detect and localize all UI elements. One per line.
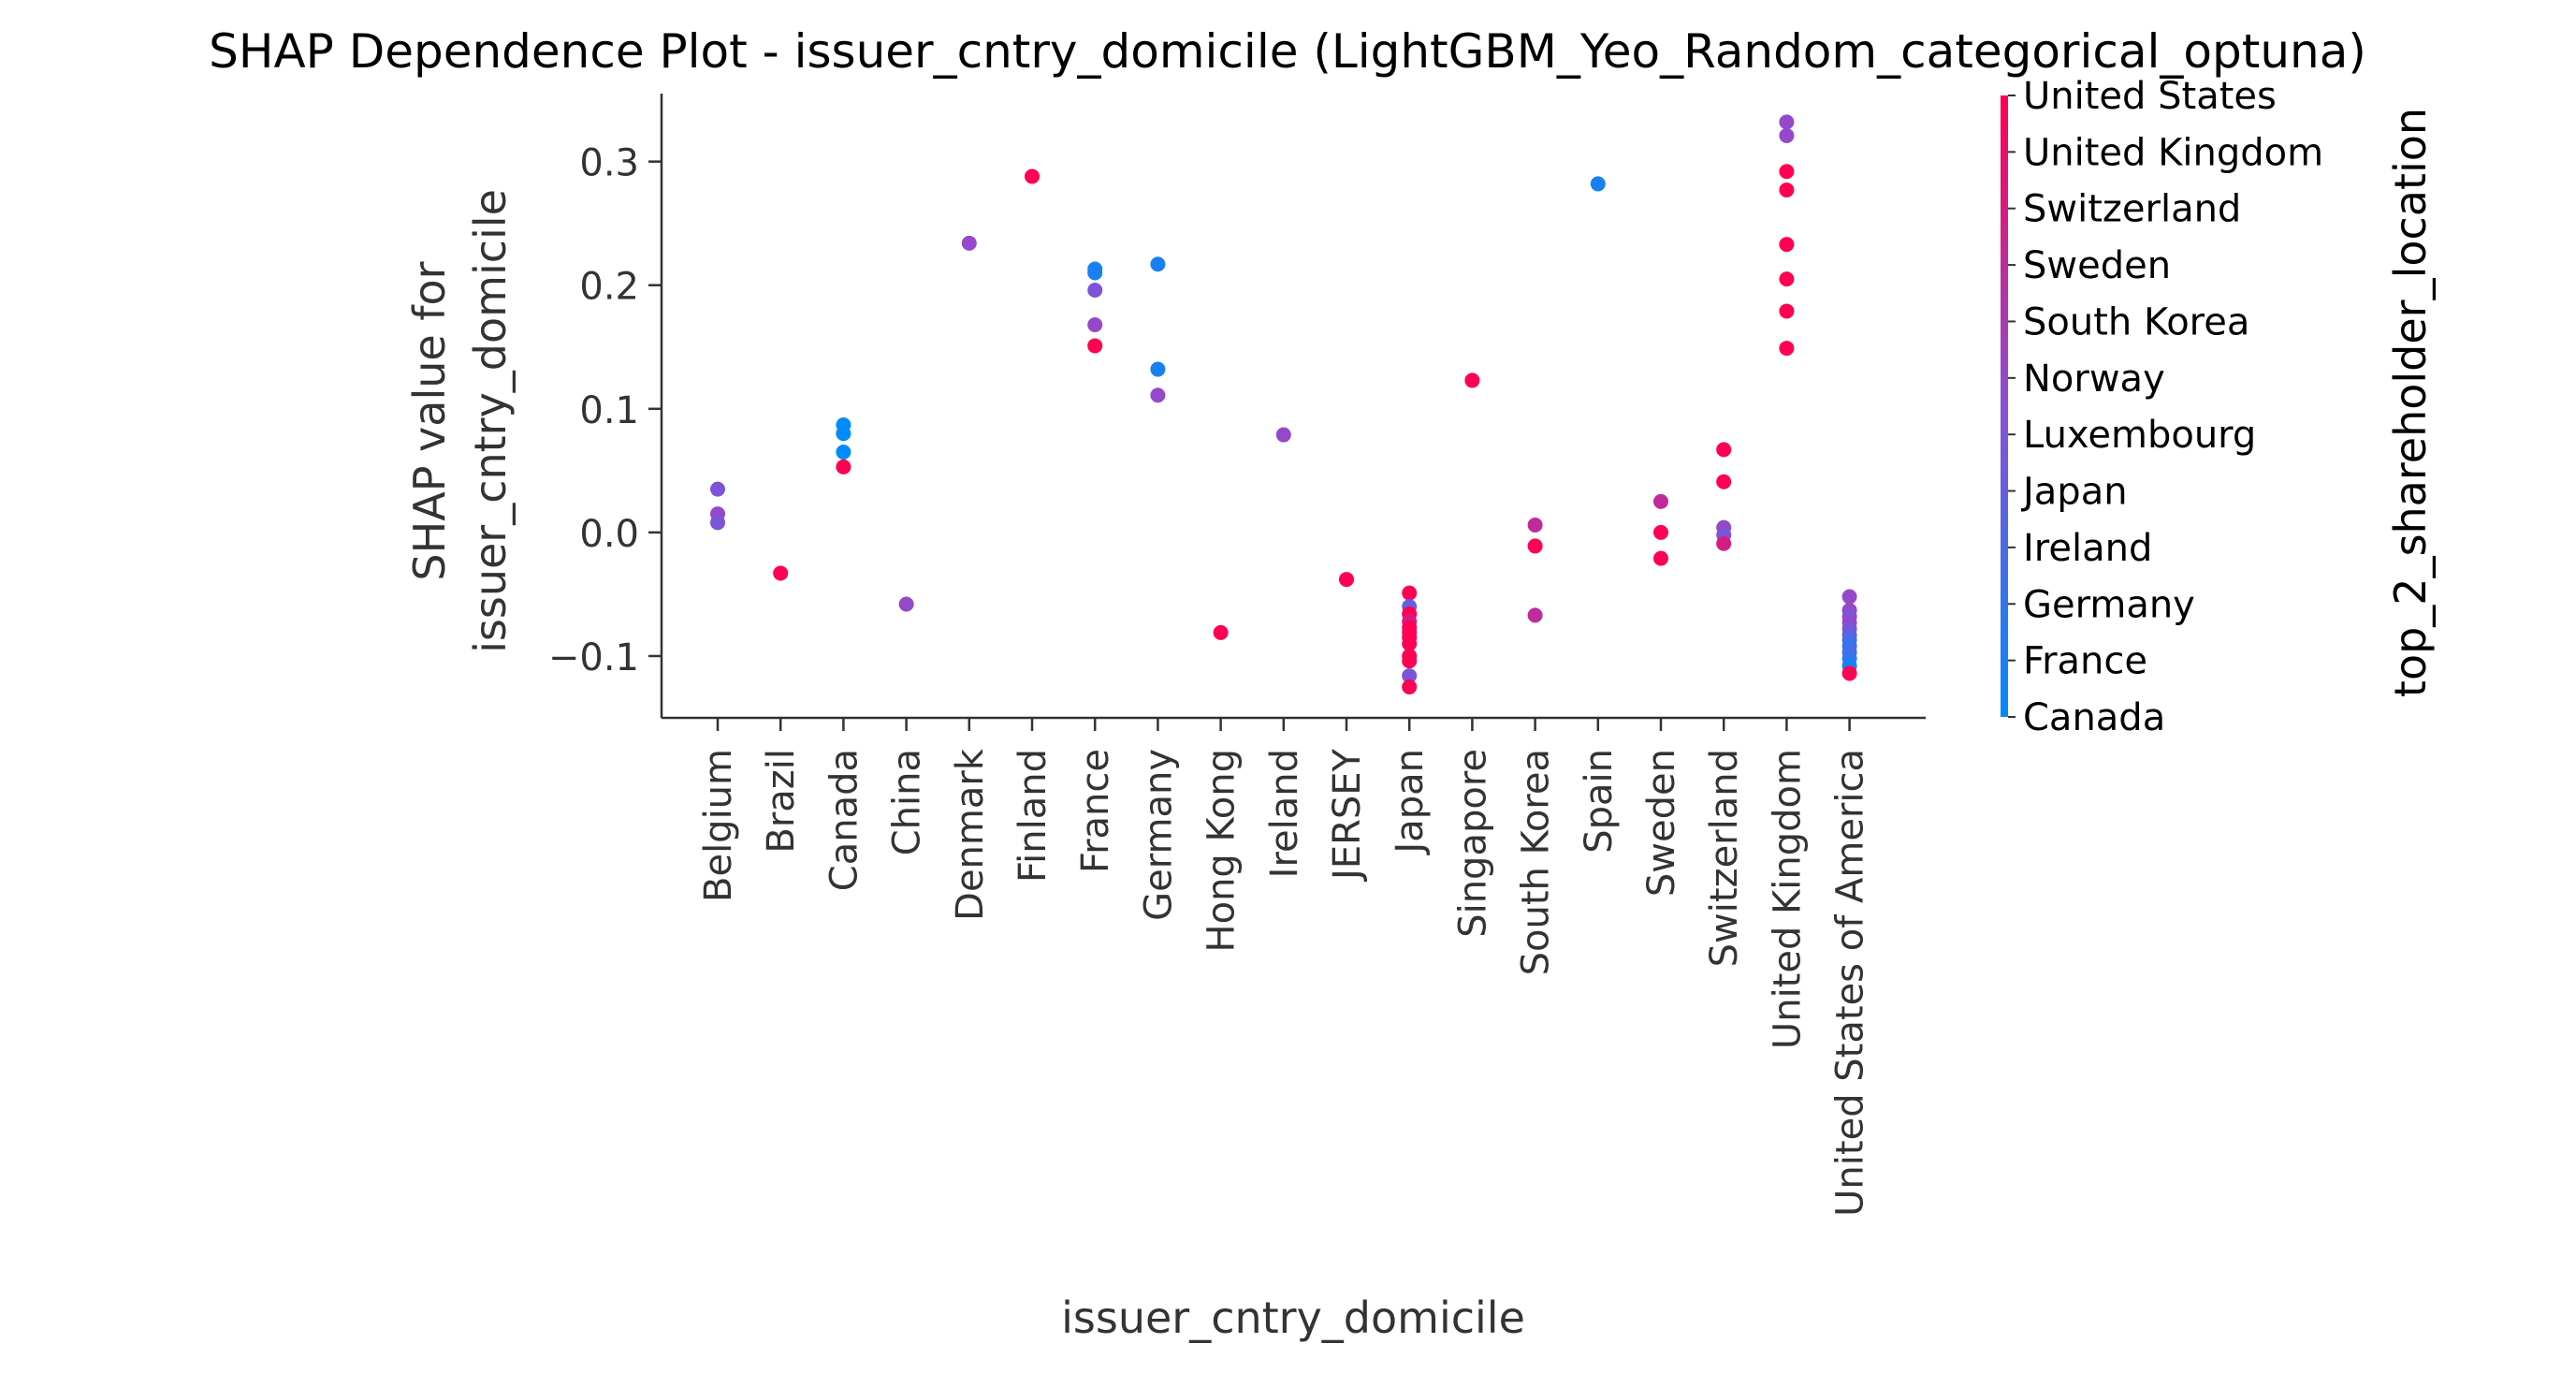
data-point [710, 481, 725, 497]
data-point [836, 459, 851, 475]
data-point [1841, 589, 1857, 605]
data-point [1779, 127, 1795, 143]
colorbar-tick-label: Sweden [2023, 244, 2171, 287]
x-tick-label: Spain [1578, 749, 1621, 854]
colorbar-tick-label: Germany [2023, 583, 2195, 626]
x-tick-label: Brazil [760, 749, 803, 854]
data-points [710, 114, 1857, 694]
data-point [1779, 303, 1795, 319]
colorbar-label: top_2_shareholder_location [2385, 108, 2436, 697]
data-point [836, 445, 851, 460]
data-point [1779, 183, 1795, 198]
data-point [1402, 585, 1418, 601]
data-point [1527, 538, 1543, 554]
x-tick-label: JERSEY [1326, 748, 1369, 883]
colorbar: United States United Kingdom Switzerland Sw… [2001, 75, 2436, 739]
data-point [1087, 265, 1103, 281]
data-point [1716, 535, 1732, 551]
data-point [1150, 361, 1166, 377]
data-point [1527, 517, 1543, 533]
data-point [1779, 237, 1795, 253]
colorbar-tick-label: Canada [2023, 696, 2165, 739]
x-tick-label: Belgium [697, 749, 740, 902]
x-tick-label: Japan [1389, 749, 1432, 856]
data-point [1527, 607, 1543, 623]
y-axis-label-line1: SHAP value for [404, 261, 455, 580]
x-tick-label: Hong Kong [1201, 749, 1244, 952]
data-point [1025, 168, 1040, 184]
data-point [1213, 624, 1229, 640]
colorbar-gradient [2001, 95, 2008, 717]
data-point [1150, 387, 1166, 403]
y-tick-label: 0.0 [579, 513, 639, 556]
data-point [1779, 271, 1795, 287]
data-point [1402, 635, 1418, 651]
data-point [710, 515, 725, 531]
y-axis-label: SHAP value for issuer_cntry_domicile [404, 189, 516, 653]
data-point [773, 565, 789, 581]
y-tick-label: 0.1 [579, 389, 639, 432]
y-tick-label: 0.2 [579, 266, 639, 309]
colorbar-tick-label: Switzerland [2023, 188, 2241, 231]
data-point [1339, 572, 1354, 588]
colorbar-tick-label: Norway [2023, 358, 2165, 401]
colorbar-tick-label: Luxembourg [2023, 414, 2256, 457]
data-point [1087, 338, 1103, 354]
x-tick-label: Finland [1011, 749, 1055, 883]
data-point [1150, 256, 1166, 272]
colorbar-tick-label: United States [2023, 75, 2277, 118]
data-point [1402, 653, 1418, 669]
plot-axes [660, 94, 1926, 720]
x-axis-label: issuer_cntry_domicile [1061, 1293, 1525, 1343]
data-point [961, 235, 977, 251]
y-tick-label: 0.3 [579, 142, 639, 185]
x-tick-label: Sweden [1640, 749, 1683, 897]
data-point [1087, 283, 1103, 299]
y-ticks: −0.1 0.0 0.1 0.2 0.3 [548, 142, 662, 679]
data-point [1716, 474, 1732, 489]
chart-title: SHAP Dependence Plot - issuer_cntry_domi… [209, 24, 2366, 79]
data-point [1779, 164, 1795, 180]
x-tick-label: Ireland [1263, 749, 1306, 878]
colorbar-tick-label: France [2023, 640, 2147, 683]
x-tick-label: Switzerland [1703, 749, 1746, 967]
data-point [1402, 679, 1418, 694]
colorbar-tick-label: South Korea [2023, 300, 2249, 343]
data-point [1779, 114, 1795, 130]
data-point [1402, 668, 1418, 684]
colorbar-ticks: United States United Kingdom Switzerland Sw… [2008, 75, 2323, 739]
x-tick-label: United States of America [1829, 749, 1872, 1217]
data-point [1716, 442, 1732, 458]
colorbar-tick-label: United Kingdom [2023, 131, 2323, 174]
y-tick-label: −0.1 [548, 636, 639, 679]
data-point [1653, 550, 1668, 566]
data-point [1590, 176, 1606, 192]
x-tick-label: Singapore [1451, 749, 1494, 938]
colorbar-tick-label: Japan [2020, 471, 2128, 514]
x-tick-label: United Kingdom [1766, 749, 1809, 1049]
x-tick-label: France [1074, 749, 1117, 873]
x-tick-label: South Korea [1515, 749, 1558, 975]
data-point [1841, 665, 1857, 681]
x-ticks: Belgium Brazil Canada China Denmark Finland Fr… [697, 718, 1872, 1217]
data-point [898, 596, 914, 612]
data-point [1779, 341, 1795, 357]
y-axis-label-line2: issuer_cntry_domicile [465, 189, 516, 653]
data-point [1653, 493, 1668, 509]
data-point [1275, 427, 1291, 443]
data-point [1087, 316, 1103, 332]
data-point [1464, 372, 1480, 388]
x-tick-label: Canada [822, 749, 866, 891]
x-tick-label: Denmark [949, 748, 992, 921]
x-tick-label: Germany [1137, 749, 1180, 921]
data-point [836, 426, 851, 442]
x-tick-label: China [886, 749, 929, 855]
colorbar-tick-label: Ireland [2023, 527, 2152, 570]
data-point [1653, 524, 1668, 540]
